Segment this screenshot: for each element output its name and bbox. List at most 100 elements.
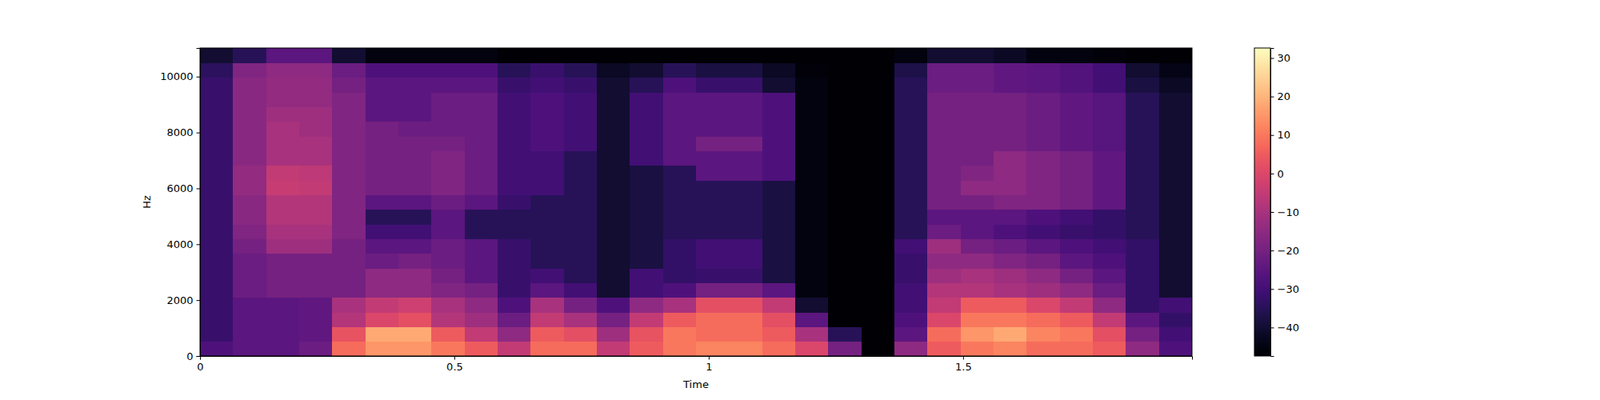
cell: [663, 150, 697, 166]
cell: [993, 121, 1028, 137]
cell: [398, 282, 432, 298]
cell: [1092, 268, 1127, 284]
cell: [696, 77, 730, 93]
cell: [762, 326, 796, 342]
cell: [332, 180, 366, 196]
tick: 0: [1270, 168, 1284, 180]
cell: [960, 150, 995, 166]
cell: [728, 326, 763, 342]
cell: [1159, 180, 1192, 196]
x-axis: 00.511.5: [196, 356, 1192, 373]
cell: [1092, 180, 1127, 196]
cell: [332, 121, 366, 137]
cell: [596, 326, 631, 342]
cell: [1125, 282, 1160, 298]
cell: [299, 312, 333, 328]
cell: [894, 48, 928, 64]
cell: [200, 194, 234, 210]
cell: [332, 165, 366, 181]
cell: [1092, 209, 1127, 225]
cell: [894, 326, 928, 342]
cell: [299, 180, 333, 196]
cell: [232, 92, 267, 108]
cell: [431, 194, 465, 210]
cell: [762, 150, 796, 166]
cell: [894, 121, 928, 137]
cell: [564, 312, 598, 328]
cell: [266, 121, 300, 137]
cell: [365, 312, 400, 328]
cell: [464, 253, 499, 269]
cell: [1026, 150, 1060, 166]
cell: [696, 180, 730, 196]
cell: [365, 165, 400, 181]
cell: [332, 268, 366, 284]
cell: [299, 209, 333, 225]
cell: [960, 92, 995, 108]
cell: [795, 312, 829, 328]
cell: [663, 268, 697, 284]
cell: [861, 209, 896, 225]
cell: [1159, 165, 1192, 181]
cell: [927, 150, 961, 166]
cell: [431, 326, 465, 342]
cell: [332, 92, 366, 108]
cell: [1159, 282, 1192, 298]
cell: [1060, 326, 1094, 342]
cell: [564, 253, 598, 269]
cell: [1159, 92, 1192, 108]
cell: [232, 282, 267, 298]
cell: [1159, 238, 1192, 254]
tick: 0: [196, 356, 204, 373]
cell: [332, 62, 366, 78]
cell: [232, 77, 267, 93]
cell: [1125, 180, 1160, 196]
cell: [1125, 297, 1160, 313]
cell: [530, 48, 564, 64]
cell: [365, 106, 400, 122]
cell: [332, 341, 366, 356]
cell: [431, 268, 465, 284]
tick-label: −10: [1277, 206, 1300, 219]
tick-label: −40: [1277, 321, 1300, 334]
cell: [762, 136, 796, 152]
cell: [828, 253, 862, 269]
cell: [464, 106, 499, 122]
cell: [365, 297, 400, 313]
cell: [927, 282, 961, 298]
cell: [828, 282, 862, 298]
cell: [993, 341, 1028, 356]
cell: [629, 341, 664, 356]
cell: [894, 224, 928, 240]
cell: [266, 282, 300, 298]
cell: [927, 297, 961, 313]
cell: [663, 121, 697, 137]
cell: [232, 341, 267, 356]
cell: [464, 238, 499, 254]
y-axis-title: Hz: [140, 195, 153, 209]
cell: [530, 326, 564, 342]
cell: [464, 312, 499, 328]
cell: [596, 297, 631, 313]
cell: [960, 209, 995, 225]
cell: [464, 48, 499, 64]
cell: [663, 92, 697, 108]
cell: [728, 224, 763, 240]
cell: [1125, 92, 1160, 108]
cell: [497, 62, 532, 78]
cell: [200, 62, 234, 78]
cell: [299, 326, 333, 342]
cell: [464, 224, 499, 240]
cell: [530, 165, 564, 181]
cell: [564, 180, 598, 196]
cell: [200, 253, 234, 269]
tick-mark: [1270, 212, 1275, 213]
cell: [927, 165, 961, 181]
cell: [365, 209, 400, 225]
cell: [398, 194, 432, 210]
cell: [1060, 165, 1094, 181]
cell: [1060, 121, 1094, 137]
cell: [299, 297, 333, 313]
cell: [266, 209, 300, 225]
colorbar-axis: −40−30−20−100102030: [1270, 48, 1300, 357]
